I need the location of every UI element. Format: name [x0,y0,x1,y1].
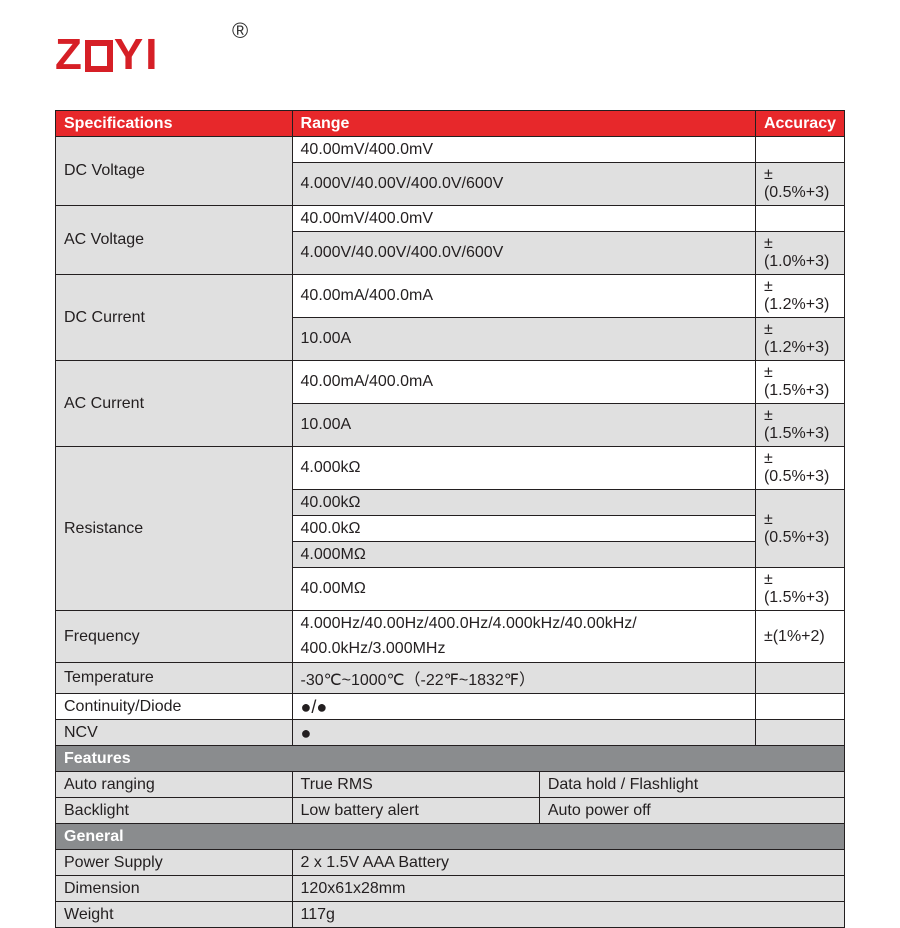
feature-cell: True RMS [292,772,539,798]
spec-label: DC Current [56,275,293,361]
spec-label: NCV [56,720,293,746]
table-row: Power Supply 2 x 1.5V AAA Battery [56,850,845,876]
accuracy-cell: ±(0.5%+3) [755,490,844,568]
logo-area: ZYI ® [0,0,900,100]
accuracy-cell [755,663,844,694]
range-cell: ●/● [292,694,755,720]
features-header-row: Features [56,746,845,772]
range-cell: 4.000Hz/40.00Hz/400.0Hz/4.000kHz/40.00kH… [292,611,755,637]
spec-label: Resistance [56,447,293,611]
feature-cell: Low battery alert [292,798,539,824]
general-label: Power Supply [56,850,293,876]
spec-label: Temperature [56,663,293,694]
spec-label: Frequency [56,611,293,663]
general-label: Weight [56,902,293,928]
range-cell: 40.00mA/400.0mA [292,361,755,404]
spec-label: AC Current [56,361,293,447]
general-label: Dimension [56,876,293,902]
brand-logo: ZYI [55,30,159,80]
accuracy-cell: ±(0.5%+3) [755,447,844,490]
accuracy-cell: ±(0.5%+3) [755,163,844,206]
feature-cell: Auto power off [539,798,844,824]
table-row: Resistance 4.000kΩ ±(0.5%+3) [56,447,845,490]
range-cell: 4.000V/40.00V/400.0V/600V [292,163,755,206]
general-value: 117g [292,902,844,928]
spec-label: Continuity/Diode [56,694,293,720]
range-cell: ● [292,720,755,746]
feature-cell: Backlight [56,798,293,824]
accuracy-cell [755,694,844,720]
col-spec-header: Specifications [56,111,293,137]
spec-label: AC Voltage [56,206,293,275]
col-accuracy-header: Accuracy [755,111,844,137]
table-row: DC Current 40.00mA/400.0mA ±(1.2%+3) [56,275,845,318]
feature-cell: Data hold / Flashlight [539,772,844,798]
accuracy-cell: ±(1.5%+3) [755,361,844,404]
accuracy-cell: ±(1.0%+3) [755,232,844,275]
table-row: Auto ranging True RMS Data hold / Flashl… [56,772,845,798]
spec-label: DC Voltage [56,137,293,206]
accuracy-cell [755,137,844,163]
general-header-row: General [56,824,845,850]
range-cell: 10.00A [292,318,755,361]
range-cell: 400.0kHz/3.000MHz [292,637,755,663]
accuracy-cell: ±(1.5%+3) [755,568,844,611]
table-row: Continuity/Diode ●/● [56,694,845,720]
accuracy-cell [755,720,844,746]
range-cell: 4.000kΩ [292,447,755,490]
range-cell: 40.00kΩ [292,490,755,516]
range-cell: 40.00mV/400.0mV [292,137,755,163]
table-row: Frequency 4.000Hz/40.00Hz/400.0Hz/4.000k… [56,611,845,637]
header-row: Specifications Range Accuracy [56,111,845,137]
general-value: 120x61x28mm [292,876,844,902]
table-row: DC Voltage 40.00mV/400.0mV [56,137,845,163]
accuracy-cell: ±(1.5%+3) [755,404,844,447]
range-cell: 4.000MΩ [292,542,755,568]
feature-cell: Auto ranging [56,772,293,798]
accuracy-cell: ±(1%+2) [755,611,844,663]
col-range-header: Range [292,111,755,137]
general-value: 2 x 1.5V AAA Battery [292,850,844,876]
table-row: NCV ● [56,720,845,746]
table-row: Dimension 120x61x28mm [56,876,845,902]
spec-table-container: Specifications Range Accuracy DC Voltage… [55,110,845,928]
range-cell: 10.00A [292,404,755,447]
range-cell: 40.00MΩ [292,568,755,611]
features-header: Features [56,746,845,772]
range-cell: -30℃~1000℃（-22℉~1832℉） [292,663,755,694]
table-row: Backlight Low battery alert Auto power o… [56,798,845,824]
accuracy-cell [755,206,844,232]
general-header: General [56,824,845,850]
accuracy-cell: ±(1.2%+3) [755,318,844,361]
range-cell: 40.00mA/400.0mA [292,275,755,318]
range-cell: 4.000V/40.00V/400.0V/600V [292,232,755,275]
spec-table: Specifications Range Accuracy DC Voltage… [55,110,845,928]
range-cell: 40.00mV/400.0mV [292,206,755,232]
accuracy-cell: ±(1.2%+3) [755,275,844,318]
table-row: Weight 117g [56,902,845,928]
table-row: AC Voltage 40.00mV/400.0mV [56,206,845,232]
table-row: AC Current 40.00mA/400.0mA ±(1.5%+3) [56,361,845,404]
registered-mark: ® [232,18,248,44]
table-row: Temperature -30℃~1000℃（-22℉~1832℉） [56,663,845,694]
range-cell: 400.0kΩ [292,516,755,542]
